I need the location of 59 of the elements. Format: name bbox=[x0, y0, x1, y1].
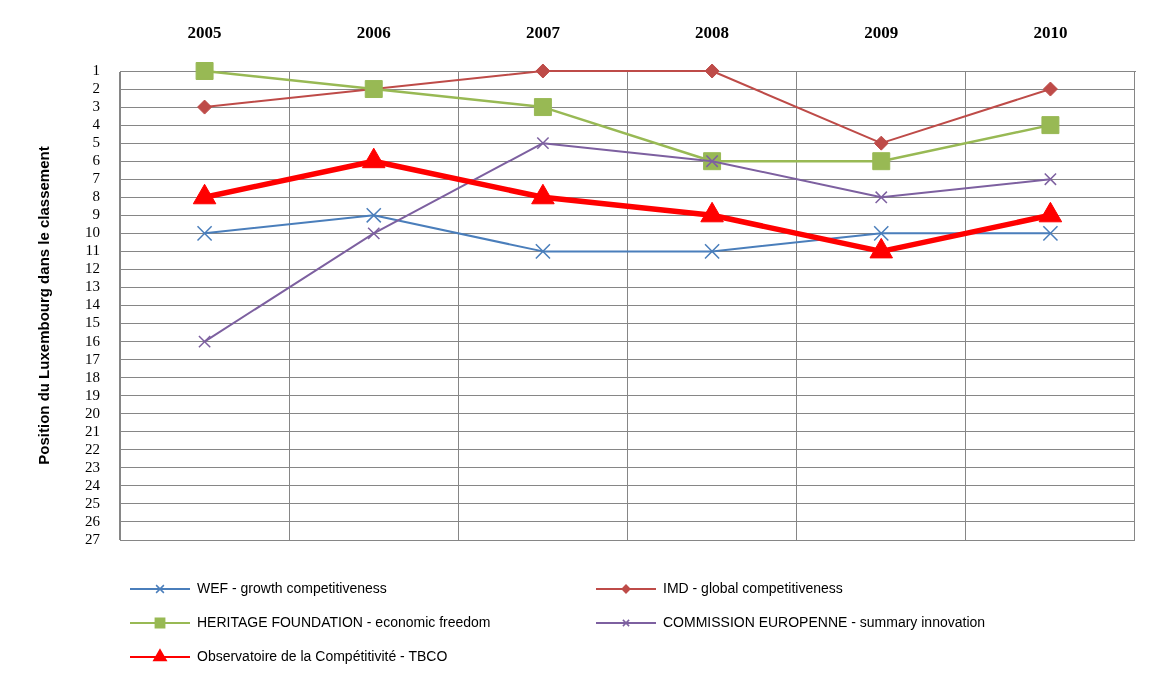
point bbox=[1041, 116, 1060, 135]
y-tick-label: 26 bbox=[85, 512, 101, 529]
point bbox=[1044, 172, 1057, 186]
y-tick-label: 20 bbox=[85, 404, 100, 421]
y-tick-label: 1 bbox=[92, 61, 100, 78]
y-tick-label: 7 bbox=[92, 170, 101, 187]
x-tick-label: 2007 bbox=[525, 23, 561, 43]
y-tick-label: 2 bbox=[92, 79, 100, 96]
y-tick-label: 23 bbox=[85, 458, 100, 475]
y-tick-label: 5 bbox=[92, 134, 100, 151]
point bbox=[872, 152, 891, 171]
legend-label: HERITAGE FOUNDATION - economic freedom bbox=[197, 613, 491, 630]
y-tick-label: 3 bbox=[92, 98, 100, 115]
point bbox=[198, 335, 211, 348]
x-tick-label: 2006 bbox=[356, 23, 391, 43]
x-tick-label: 2010 bbox=[1033, 23, 1068, 43]
point bbox=[873, 225, 890, 242]
point bbox=[195, 62, 214, 80]
y-tick-label: 13 bbox=[85, 278, 100, 295]
point bbox=[1042, 225, 1059, 242]
y-tick-label: 19 bbox=[85, 386, 100, 403]
x-tick-label: 2005 bbox=[187, 23, 222, 43]
point bbox=[197, 99, 213, 115]
y-tick-label: 10 bbox=[85, 224, 100, 241]
point bbox=[535, 243, 551, 260]
y-tick-label: 22 bbox=[85, 440, 100, 457]
y-tick-label: 4 bbox=[92, 116, 101, 133]
point bbox=[365, 207, 382, 224]
y-tick-label: 15 bbox=[85, 314, 100, 331]
y-tick-label: 16 bbox=[85, 332, 101, 349]
y-tick-label: 18 bbox=[85, 368, 100, 385]
y-tick-label: 21 bbox=[85, 422, 100, 439]
y-tick-label: 27 bbox=[85, 530, 101, 547]
y-tick-label: 17 bbox=[85, 350, 101, 367]
point bbox=[873, 135, 889, 151]
y-tick-label: 14 bbox=[85, 296, 101, 313]
point bbox=[196, 225, 213, 242]
legend-label: IMD - global competitiveness bbox=[663, 579, 843, 596]
y-tick-label: 6 bbox=[92, 152, 101, 169]
y-tick-label: 12 bbox=[85, 260, 100, 277]
legend-label: COMMISSION EUROPENNE - summary innovation bbox=[663, 613, 986, 630]
point bbox=[704, 63, 720, 79]
y-tick-label: 8 bbox=[92, 188, 100, 205]
point bbox=[533, 98, 552, 117]
y-tick-label: 11 bbox=[85, 242, 100, 259]
y-axis-title: Position du Luxembourg dans le classement bbox=[35, 146, 53, 465]
point bbox=[704, 243, 720, 260]
point bbox=[535, 63, 551, 79]
y-tick-label: 9 bbox=[92, 206, 100, 223]
x-tick-label: 2009 bbox=[864, 23, 899, 43]
legend-label: WEF - growth competitiveness bbox=[197, 579, 387, 596]
y-tick-label: 24 bbox=[85, 476, 101, 493]
y-tick-label: 25 bbox=[85, 494, 100, 511]
point bbox=[536, 136, 550, 150]
point bbox=[874, 190, 888, 204]
point bbox=[1042, 81, 1058, 97]
legend-label: Observatoire de la Compétitivité - TBCO bbox=[197, 647, 448, 664]
point bbox=[367, 226, 381, 240]
x-tick-label: 2008 bbox=[695, 23, 730, 43]
